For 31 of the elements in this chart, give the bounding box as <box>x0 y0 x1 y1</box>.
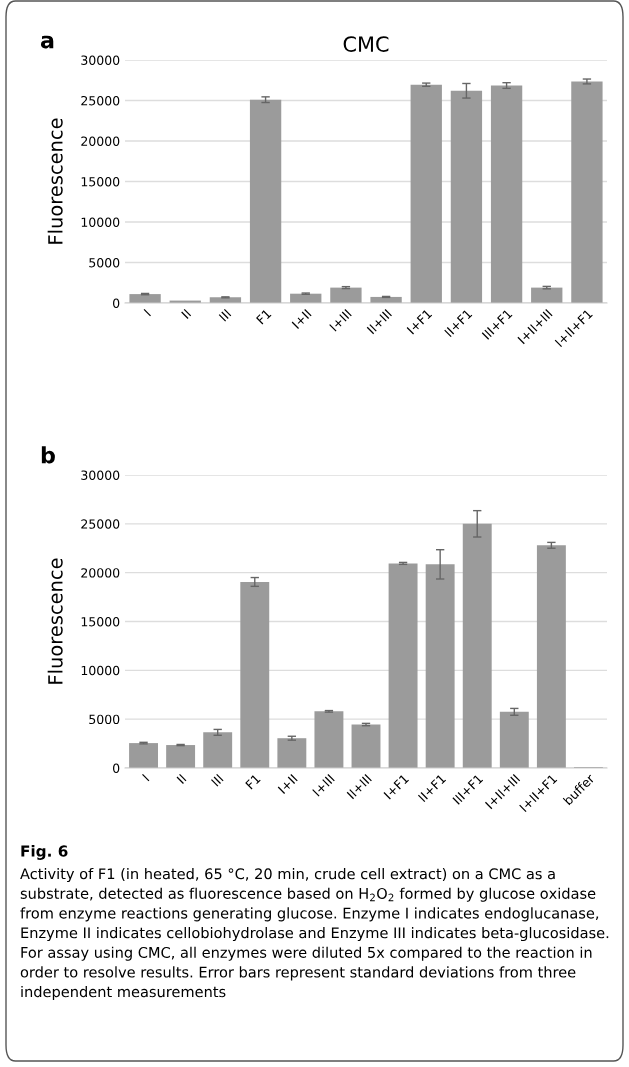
y-tick-label: 25000 <box>81 519 120 529</box>
y-axis-title: Fluorescence <box>47 558 63 684</box>
x-tick-label: III <box>218 309 232 322</box>
y-tick-label: 5000 <box>89 714 120 725</box>
y-tick-label: 30000 <box>81 470 120 480</box>
y-tick-label: 5000 <box>89 257 120 268</box>
y-tick-label: 10000 <box>81 217 120 227</box>
y-tick-label: 20000 <box>81 136 120 146</box>
chart-title: CMC <box>343 36 389 52</box>
y-tick-label: 20000 <box>81 568 120 578</box>
y-tick-label: 0 <box>113 763 120 773</box>
text: Activity of F1 (in heated, 65 °C, 20 min, crude cell extract) on a CMC as a substrate, detected as fluorescence based on H$_{2}$O$_{2}$ formed by glucose oxidase from enzyme reactions generating glucose. Enzyme I indicates endoglucanase, Enzyme II indicates cellobiohydrolase and Enzyme III indicates beta-glucosidase. For assay using CMC, all enzymes were diluted 5x compared to the reaction in order to resolve results. Error bars represent standard deviations from three independent measurements <box>20 868 609 1001</box>
x-tick-label: F1 <box>256 308 272 325</box>
caption: Fig. 6 <box>21 845 68 860</box>
y-tick-label: 0 <box>113 298 120 308</box>
y-axis-title: Fluorescence <box>47 118 63 244</box>
x-tick-label: I <box>143 309 151 317</box>
y-tick-label: 30000 <box>81 55 120 65</box>
y-tick-label: 15000 <box>81 176 120 187</box>
x-tick-label: I+II <box>291 309 312 329</box>
text: a <box>40 35 54 49</box>
x-tick-label: II <box>181 309 192 319</box>
x-tick-label: III <box>211 774 224 787</box>
y-tick-label: 15000 <box>81 616 120 627</box>
x-tick-label: I <box>142 774 150 782</box>
y-tick-label: 10000 <box>81 665 120 676</box>
y-tick-label: 25000 <box>81 95 120 106</box>
text: b <box>41 446 55 464</box>
x-tick-label: F1 <box>245 773 261 790</box>
x-tick-label: II <box>176 774 187 784</box>
x-tick-label: I+II <box>277 774 298 794</box>
